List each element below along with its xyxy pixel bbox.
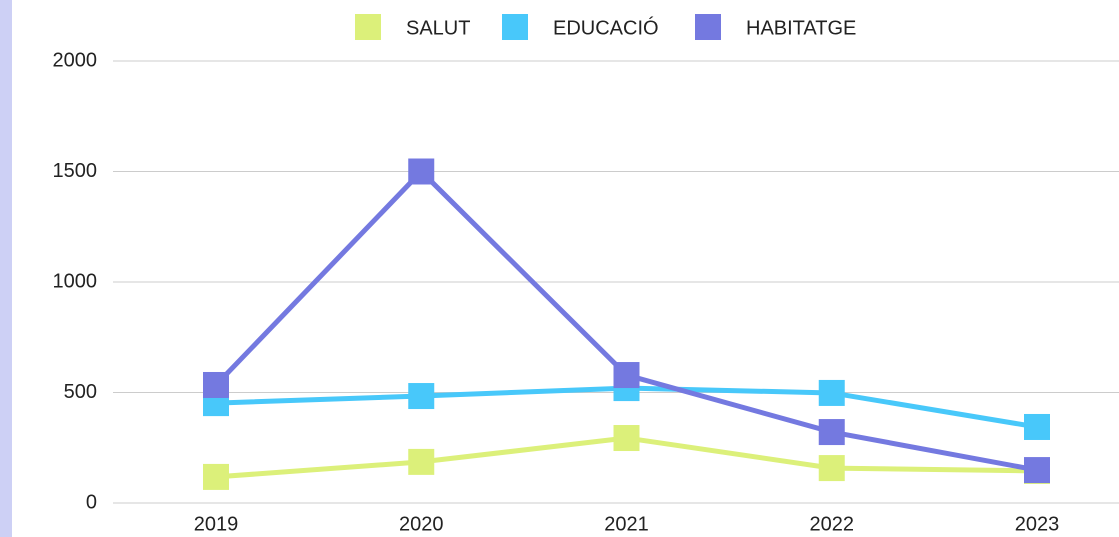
point-marker — [818, 419, 845, 446]
y-tick-label: 1500 — [53, 160, 98, 182]
point-marker — [818, 455, 845, 482]
point-marker — [408, 448, 435, 475]
point-marker — [203, 371, 229, 398]
point-marker — [203, 463, 229, 490]
legend-label: HABITATGE — [746, 17, 856, 39]
point-marker — [1024, 457, 1050, 484]
point-marker — [613, 425, 640, 452]
point-marker — [613, 362, 640, 389]
legend-swatch — [695, 14, 721, 40]
y-tick-label: 1000 — [53, 270, 98, 292]
side-strip — [0, 0, 12, 537]
point-marker — [408, 158, 435, 185]
x-tick-label: 2023 — [1015, 513, 1060, 535]
x-tick-label: 2022 — [810, 513, 855, 535]
legend-label: EDUCACIÓ — [553, 16, 659, 39]
legend-swatch — [355, 14, 381, 40]
y-tick-label: 2000 — [53, 49, 98, 71]
legend-label: SALUT — [406, 17, 470, 39]
x-tick-label: 2019 — [194, 513, 239, 535]
legend-swatch — [502, 14, 528, 40]
y-tick-label: 0 — [86, 491, 97, 513]
point-marker — [818, 379, 845, 406]
y-tick-label: 500 — [64, 381, 97, 403]
point-marker — [1024, 413, 1050, 440]
x-tick-label: 2021 — [604, 513, 649, 535]
x-tick-label: 2020 — [399, 513, 444, 535]
point-marker — [408, 383, 435, 410]
